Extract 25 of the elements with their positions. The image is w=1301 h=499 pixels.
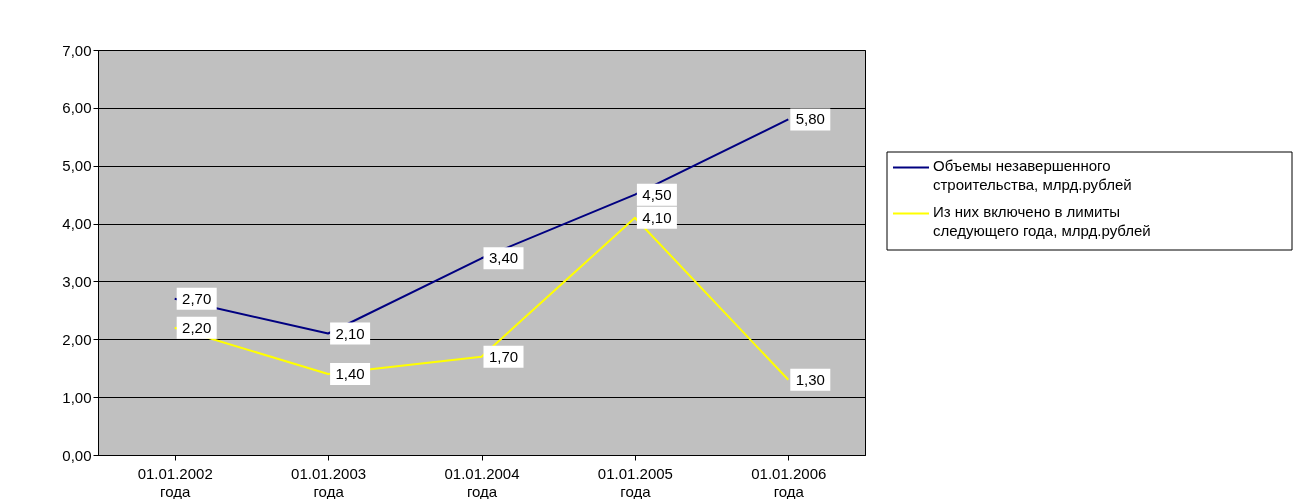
- data-label: 2,20: [182, 318, 212, 336]
- data-label: 4,50: [642, 185, 672, 203]
- data-label: 5,80: [795, 110, 825, 128]
- y-tick-label: 5,00: [62, 157, 92, 175]
- data-label: 1,30: [795, 370, 825, 388]
- y-tick-label: 2,00: [62, 330, 92, 348]
- data-label: 3,40: [488, 249, 519, 267]
- legend-label: Из них включено в лимиты следующего года, млрд.рублей: [933, 203, 1151, 239]
- x-tick-label: 01.01.2002 года: [137, 464, 213, 499]
- y-tick-label: 1,00: [62, 388, 92, 406]
- data-label: 2,10: [335, 324, 365, 342]
- data-label: 4,10: [642, 208, 672, 226]
- data-label: 1,70: [488, 347, 519, 365]
- x-tick-label: 01.01.2005 года: [597, 464, 673, 499]
- x-tick-label: 01.01.2004 года: [444, 464, 520, 499]
- data-label: 1,40: [335, 365, 365, 382]
- y-tick-label: 7,00: [62, 41, 92, 59]
- x-tick-label: 01.01.2003 года: [291, 464, 367, 499]
- y-tick-label: 3,00: [62, 272, 92, 290]
- x-tick-label: 01.01.2006 года: [751, 464, 827, 499]
- y-tick-label: 4,00: [62, 215, 92, 233]
- legend-label: Объемы незавершенного строительства, млрд.рублей: [933, 157, 1132, 193]
- data-label: 2,70: [182, 289, 212, 307]
- y-tick-label: 6,00: [62, 99, 92, 117]
- y-tick-label: 0,00: [62, 446, 92, 464]
